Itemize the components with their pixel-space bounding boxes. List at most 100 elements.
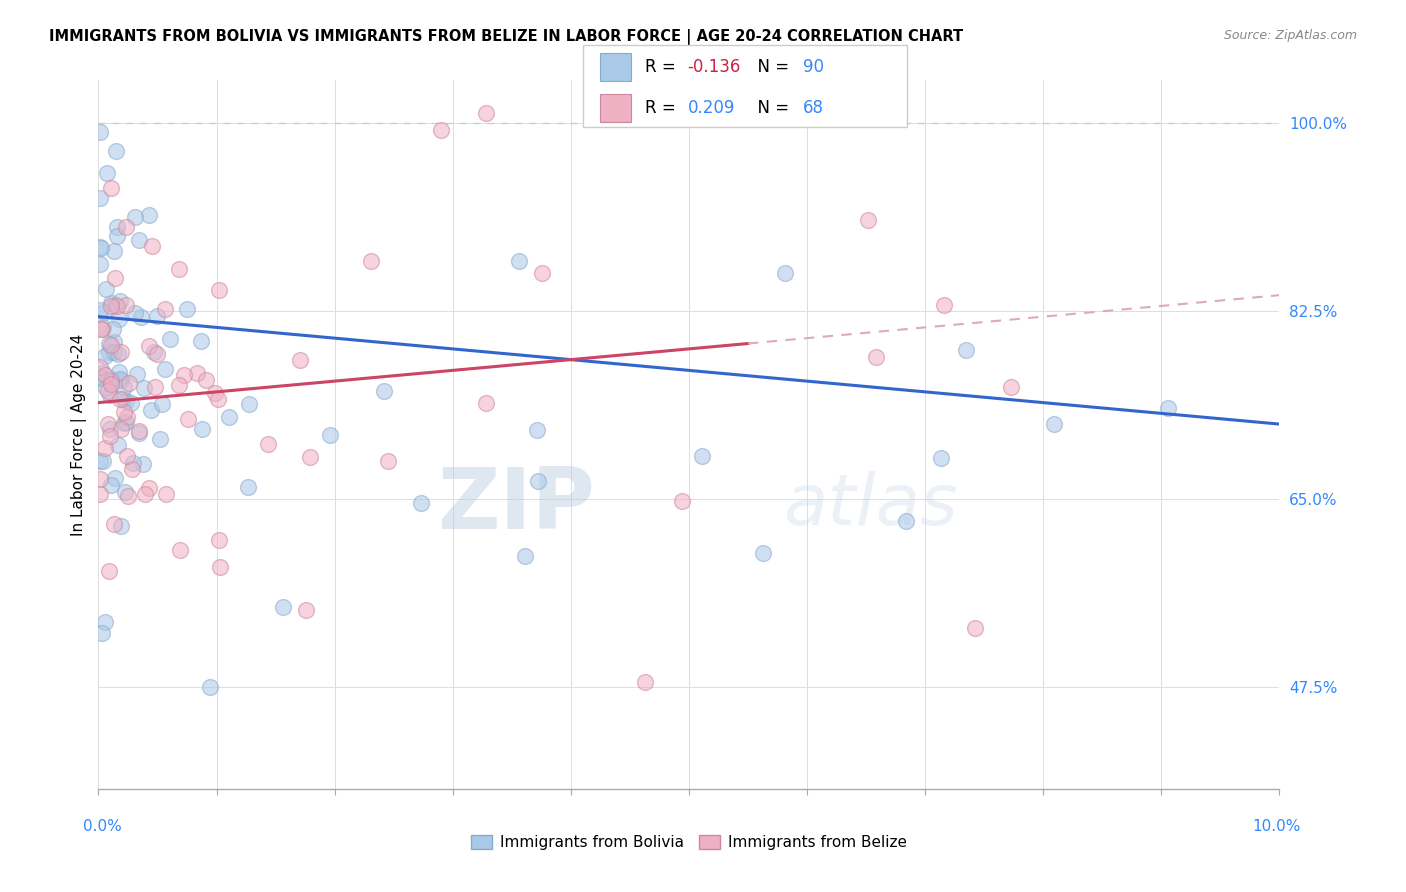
Point xyxy=(865,351,887,365)
Point xyxy=(194,373,217,387)
Point xyxy=(117,450,139,464)
Point xyxy=(173,368,195,382)
Point xyxy=(159,332,181,346)
Point xyxy=(127,367,149,381)
Point xyxy=(149,433,172,447)
Point xyxy=(103,345,125,359)
Point xyxy=(200,681,222,695)
Point xyxy=(89,360,111,375)
Text: N =: N = xyxy=(747,99,794,117)
Point xyxy=(121,462,143,476)
Text: 0.0%: 0.0% xyxy=(83,820,122,834)
Point xyxy=(319,428,342,442)
Point xyxy=(294,603,316,617)
Point xyxy=(209,560,232,574)
Point xyxy=(531,266,554,280)
Point xyxy=(186,366,208,380)
Point xyxy=(105,228,128,243)
Point xyxy=(91,625,114,640)
Point xyxy=(100,299,122,313)
Point xyxy=(671,494,693,508)
Point xyxy=(132,457,155,471)
Point xyxy=(894,515,917,529)
Point xyxy=(155,487,177,501)
Point xyxy=(169,543,191,558)
Point xyxy=(1000,379,1022,393)
Point xyxy=(118,376,141,390)
Point xyxy=(104,298,127,312)
Point xyxy=(89,454,111,468)
Point xyxy=(146,347,169,361)
Point xyxy=(98,388,121,402)
Point xyxy=(89,370,111,384)
Point xyxy=(115,220,138,235)
Point xyxy=(155,362,177,376)
Point xyxy=(97,417,120,431)
Point xyxy=(208,284,231,298)
Point xyxy=(91,322,114,336)
Point xyxy=(114,394,136,409)
Point xyxy=(93,366,115,380)
Point xyxy=(107,438,129,452)
Point xyxy=(98,422,121,436)
Point xyxy=(89,124,111,138)
Point xyxy=(690,449,713,463)
Point xyxy=(94,349,117,363)
Text: ZIP: ZIP xyxy=(437,464,595,548)
Point xyxy=(176,412,198,426)
Point xyxy=(207,533,229,547)
Point xyxy=(167,261,190,276)
Point xyxy=(97,345,120,359)
Point xyxy=(153,301,176,316)
Point xyxy=(634,675,657,690)
Point xyxy=(90,322,112,336)
Point xyxy=(238,397,260,411)
Point xyxy=(238,480,260,494)
Point xyxy=(1042,417,1064,431)
Point xyxy=(143,345,166,359)
Point xyxy=(100,296,122,310)
Point xyxy=(98,564,121,578)
Point xyxy=(176,302,198,317)
Point xyxy=(103,335,125,350)
Point xyxy=(152,397,174,411)
Point xyxy=(373,384,395,398)
Point xyxy=(122,456,145,470)
Point xyxy=(751,546,773,560)
Point xyxy=(108,392,131,407)
Point xyxy=(97,384,120,399)
Point xyxy=(89,257,111,271)
Point xyxy=(91,320,114,334)
Point xyxy=(110,344,132,359)
Point xyxy=(110,422,132,436)
Point xyxy=(139,403,162,417)
Point xyxy=(115,298,138,312)
Point xyxy=(138,481,160,495)
Legend: Immigrants from Bolivia, Immigrants from Belize: Immigrants from Bolivia, Immigrants from… xyxy=(464,829,914,856)
Point xyxy=(89,240,111,254)
Point xyxy=(94,368,117,383)
Point xyxy=(513,549,536,563)
Point xyxy=(94,615,117,630)
Point xyxy=(257,436,280,450)
Point xyxy=(124,210,146,224)
Point xyxy=(856,213,879,227)
Point xyxy=(98,337,121,351)
Point xyxy=(360,253,382,268)
Point xyxy=(112,405,135,419)
Point xyxy=(89,486,111,500)
Point xyxy=(145,310,167,324)
Point xyxy=(204,385,226,400)
Point xyxy=(114,380,136,394)
Point xyxy=(271,599,294,614)
Point xyxy=(104,471,127,485)
Point xyxy=(128,424,150,438)
Point xyxy=(93,305,115,319)
Point xyxy=(100,181,122,195)
Point xyxy=(108,365,131,379)
Text: 90: 90 xyxy=(803,58,824,76)
Point xyxy=(110,519,132,533)
Point xyxy=(508,254,530,268)
Point xyxy=(108,293,131,308)
Point xyxy=(112,416,135,430)
